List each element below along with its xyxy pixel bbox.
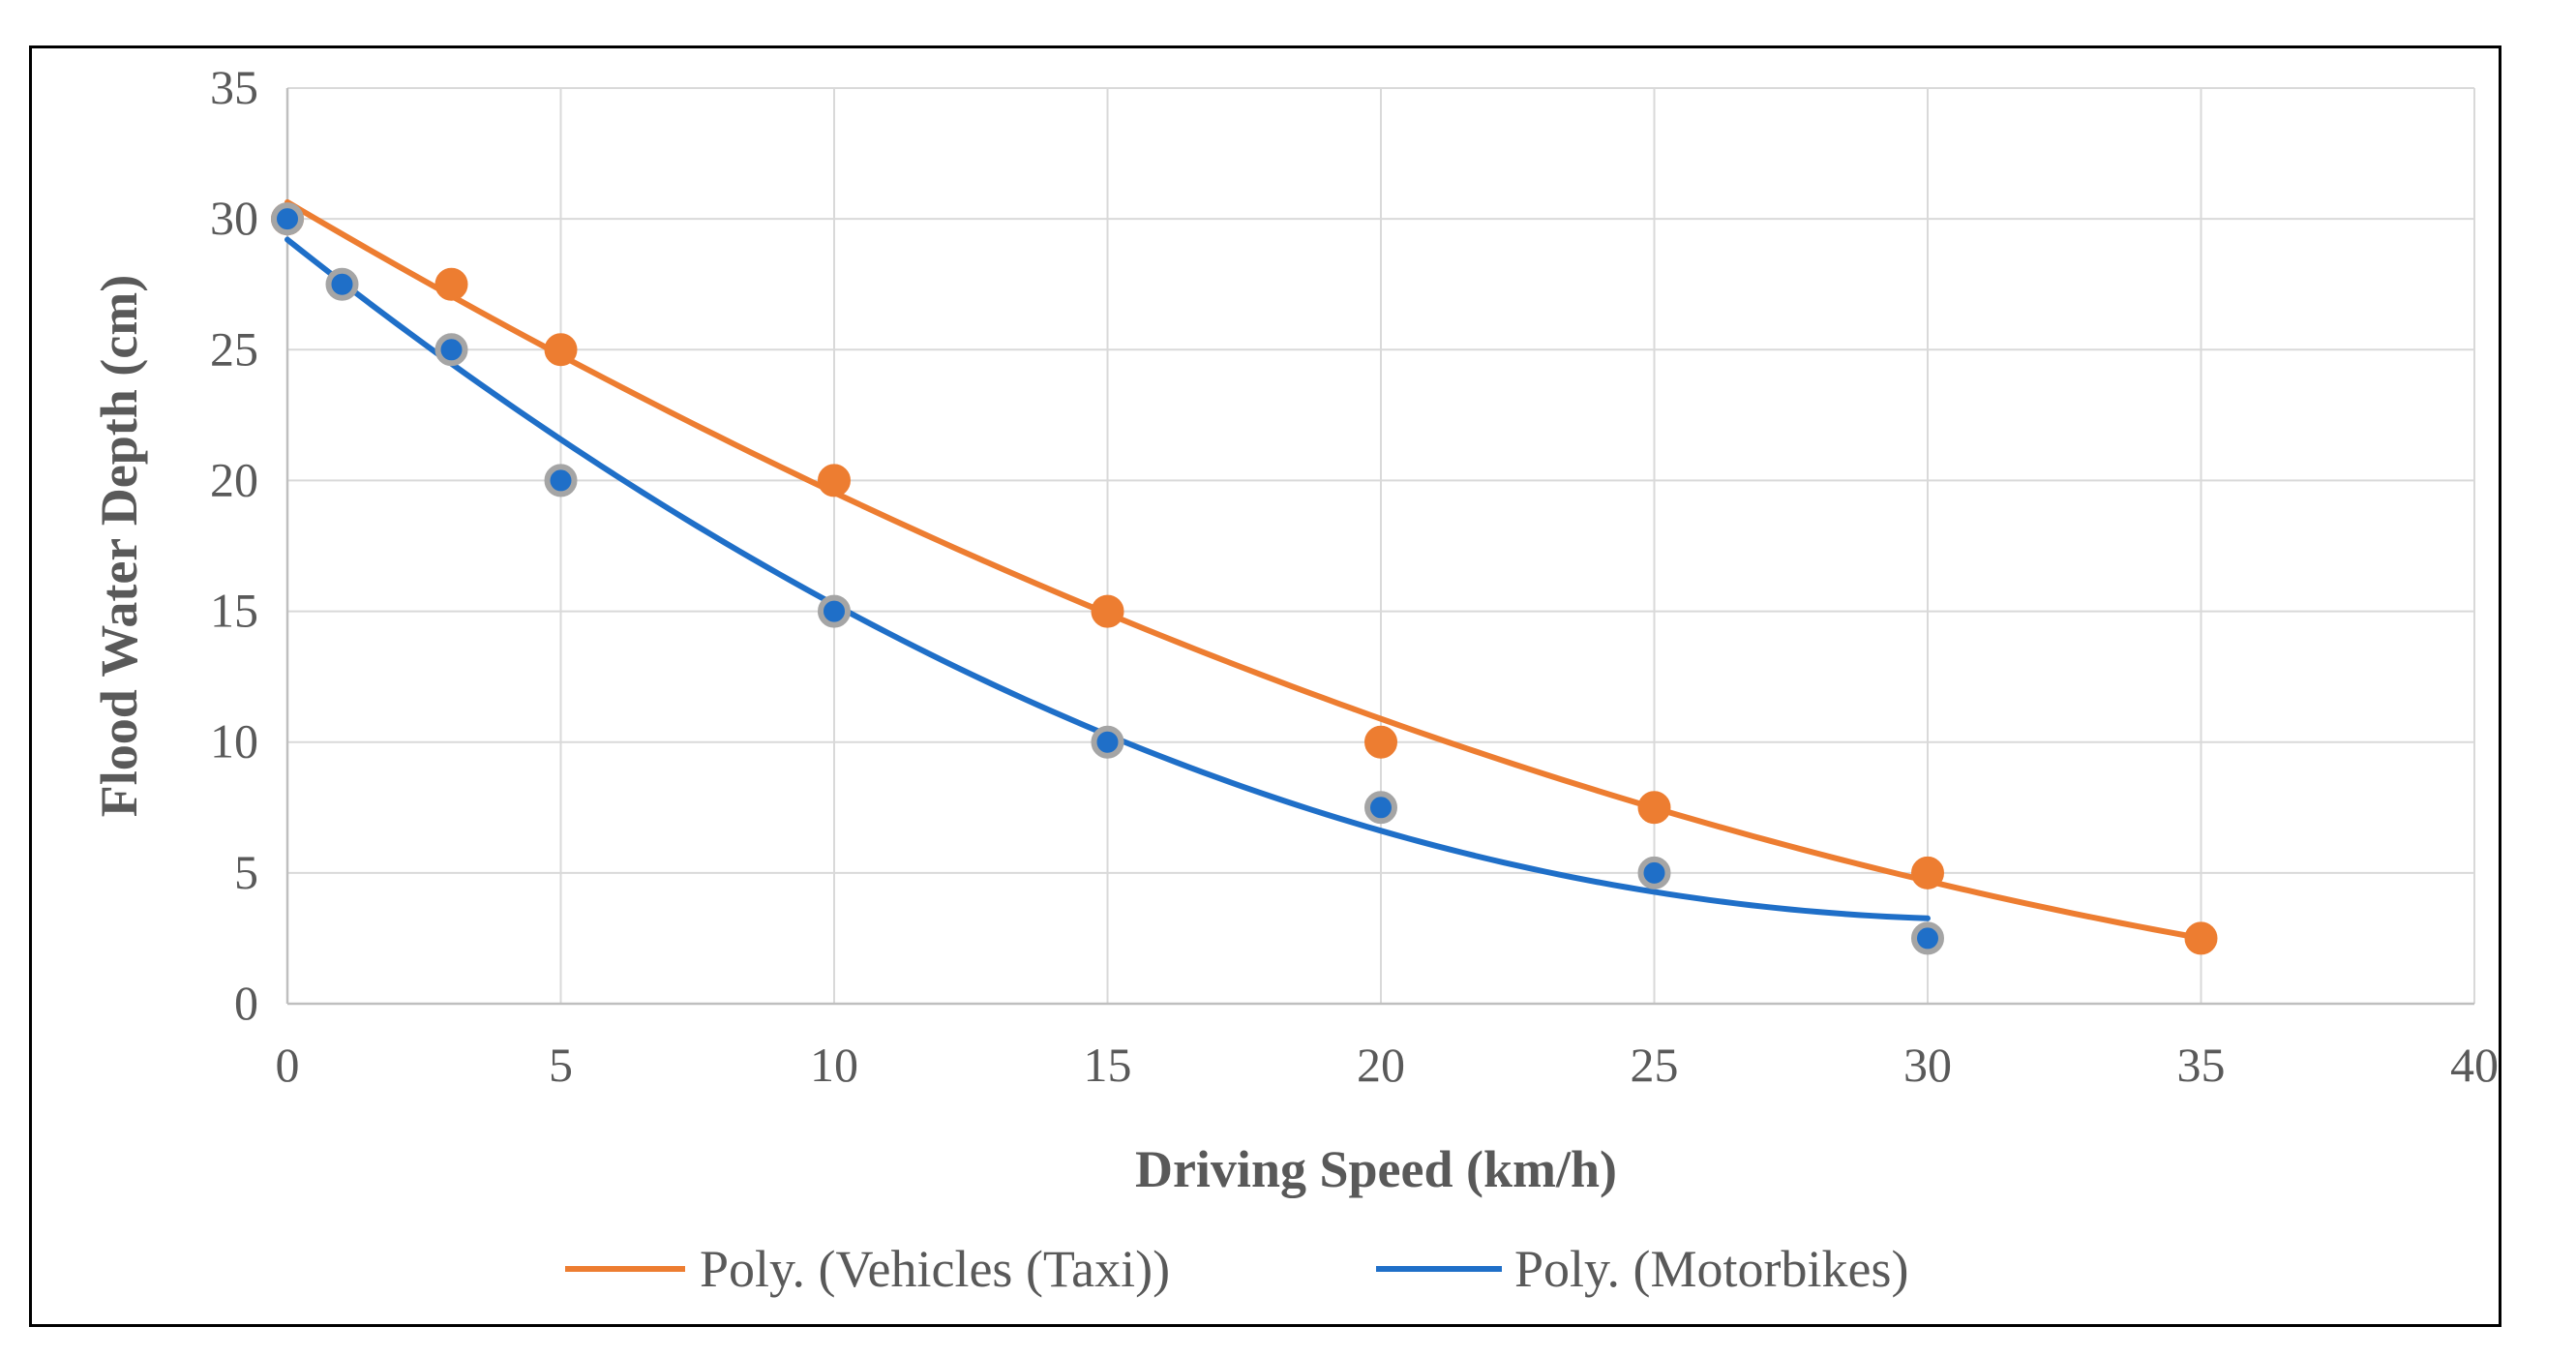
point-taxi	[1091, 594, 1124, 628]
point-taxi	[544, 333, 578, 367]
point-motorbikes	[434, 333, 468, 367]
legend-label-motorbikes: Poly. (Motorbikes)	[1514, 1240, 1908, 1298]
point-motorbikes	[1637, 856, 1671, 890]
point-motorbikes	[1091, 725, 1124, 759]
point-motorbikes	[544, 464, 578, 498]
point-motorbikes	[1911, 921, 1944, 955]
data-points	[271, 202, 2218, 955]
trendline-taxi	[285, 198, 2204, 942]
x-tick-label: 10	[810, 1038, 858, 1092]
x-tick-label: 25	[1631, 1038, 1679, 1092]
point-taxi	[1364, 725, 1397, 759]
y-tick-label: 15	[210, 584, 258, 638]
y-tick-label: 10	[210, 714, 258, 769]
x-tick-label: 40	[2450, 1038, 2499, 1092]
point-taxi	[434, 267, 468, 301]
y-tick-label: 35	[210, 60, 258, 114]
y-axis-title: Flood Water Depth (cm)	[90, 275, 148, 817]
point-motorbikes	[271, 202, 304, 236]
y-tick-label: 25	[210, 321, 258, 376]
legend: Poly. (Vehicles (Taxi)) Poly. (Motorbike…	[565, 1240, 1908, 1298]
x-tick-label: 30	[1903, 1038, 1952, 1092]
point-taxi	[1911, 856, 1944, 890]
y-tick-label: 20	[210, 452, 258, 506]
y-tick-label: 30	[210, 191, 258, 245]
y-tick-label: 5	[234, 845, 258, 899]
y-tick-label: 0	[234, 976, 258, 1030]
x-tick-label: 15	[1084, 1038, 1132, 1092]
point-taxi	[818, 464, 851, 498]
chart-frame	[29, 45, 2501, 1327]
x-axis-title: Driving Speed (km/h)	[1135, 1140, 1617, 1198]
x-tick-label: 20	[1357, 1038, 1405, 1092]
point-taxi	[2184, 921, 2218, 955]
grid	[287, 87, 2475, 1004]
point-motorbikes	[1364, 791, 1397, 825]
x-tick-label: 5	[549, 1038, 573, 1092]
x-tick-label: 35	[2177, 1038, 2226, 1092]
trendlines	[285, 198, 2204, 942]
point-taxi	[1637, 791, 1671, 825]
point-motorbikes	[325, 267, 359, 301]
point-motorbikes	[818, 594, 851, 628]
legend-label-taxi: Poly. (Vehicles (Taxi))	[700, 1240, 1170, 1298]
x-tick-label: 0	[276, 1038, 300, 1092]
axes: 0 5 10 15 20 25 30 35 0 5 10 15 20 25 30 35 40	[210, 60, 2499, 1092]
